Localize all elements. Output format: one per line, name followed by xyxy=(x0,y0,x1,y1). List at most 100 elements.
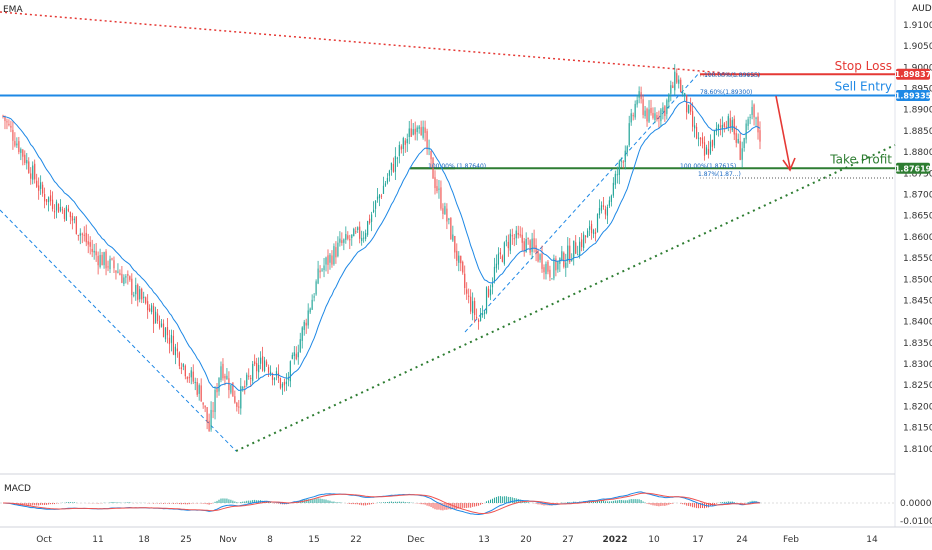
candle-body xyxy=(174,346,176,356)
fib-label: 100.00%(1.87615) xyxy=(680,163,736,170)
fibonacci-labels: 100.00% (1.87640) 100.00%(1.87615) 1.87%… xyxy=(428,72,760,178)
candle-body xyxy=(707,148,710,156)
candle-body xyxy=(448,218,450,220)
macd-indicator-label[interactable]: MACD xyxy=(4,484,31,494)
candle-body xyxy=(594,232,597,234)
candle-body xyxy=(214,389,216,413)
candle-body xyxy=(565,262,567,268)
candle-body xyxy=(4,116,6,121)
candle-body xyxy=(69,211,71,218)
candle-body xyxy=(585,235,587,238)
price-tick-label: 1.89000 xyxy=(903,106,932,116)
candle-body xyxy=(341,240,343,244)
candle-body xyxy=(121,273,123,283)
price-tick-label: 1.87000 xyxy=(903,190,932,200)
candle-body xyxy=(38,185,40,191)
candle-body xyxy=(567,245,569,262)
candle-body xyxy=(242,387,244,389)
candle-body xyxy=(751,106,753,115)
candle-body xyxy=(188,377,190,379)
candle-body xyxy=(367,221,369,235)
candle-body xyxy=(470,296,472,312)
candle-body xyxy=(648,109,650,122)
candle-body xyxy=(543,267,545,273)
candle-body xyxy=(444,206,446,215)
candle-body xyxy=(347,235,349,239)
candle-body xyxy=(71,215,73,221)
projection-arrow[interactable] xyxy=(775,95,791,169)
candle-body xyxy=(283,381,285,386)
candle-body xyxy=(450,218,452,240)
candle-body xyxy=(149,308,151,312)
candle-body xyxy=(454,235,456,253)
trendlines[interactable] xyxy=(0,11,896,452)
candle-body xyxy=(55,201,58,211)
price-tick-label: 1.87500 xyxy=(903,169,932,179)
candle-body xyxy=(479,313,482,321)
candle-body xyxy=(291,354,293,359)
candle-body xyxy=(321,269,323,271)
candle-body xyxy=(190,370,192,378)
macd-axis: 0.00000 -0.01000 xyxy=(900,499,932,527)
price-tick-label: 1.88000 xyxy=(903,148,932,158)
stop-loss-price-tag: 1.89837 xyxy=(895,68,931,80)
candle-body xyxy=(313,296,315,298)
candle-body xyxy=(749,116,751,118)
candle-body xyxy=(739,141,741,160)
candle-body xyxy=(374,200,377,209)
candle-body xyxy=(127,273,129,276)
candle-body xyxy=(240,386,242,409)
candle-body xyxy=(658,117,660,119)
candle-body xyxy=(487,288,490,298)
candle-body xyxy=(40,182,42,189)
candle-body xyxy=(561,251,563,260)
take-profit-label[interactable]: Take Profit xyxy=(829,152,892,166)
candle-body xyxy=(202,402,204,405)
price-tick-label: 1.91000 xyxy=(903,21,932,31)
candle-body xyxy=(446,208,448,222)
candle-body xyxy=(36,180,38,187)
candle-body xyxy=(61,209,64,211)
time-tick-label: 24 xyxy=(736,535,748,545)
candle-body xyxy=(372,209,375,213)
candle-body xyxy=(194,381,196,383)
candle-body xyxy=(105,251,107,269)
candle-body xyxy=(359,226,361,239)
candle-body xyxy=(489,289,492,296)
price-axis[interactable]: 1.91000 1.90500 1.90000 1.89500 1.89000 1.885… xyxy=(903,21,932,455)
candle-body xyxy=(345,234,347,240)
candle-body xyxy=(234,396,236,403)
sell-entry-label[interactable]: Sell Entry xyxy=(835,80,892,94)
candle-body xyxy=(216,388,218,393)
stop-loss-label[interactable]: Stop Loss xyxy=(835,59,892,73)
candle-body xyxy=(555,258,557,271)
svg-text:1.89837: 1.89837 xyxy=(895,70,931,79)
candle-body xyxy=(156,313,159,321)
price-levels[interactable] xyxy=(0,73,895,170)
time-tick-label: 11 xyxy=(92,535,103,545)
candle-body xyxy=(34,163,36,180)
candle-body xyxy=(674,71,676,91)
candle-body xyxy=(430,150,432,160)
candle-body xyxy=(263,360,266,371)
candle-body xyxy=(83,234,85,236)
candle-body xyxy=(460,255,462,264)
candle-body xyxy=(151,305,153,313)
candle-body xyxy=(569,245,571,263)
candle-body xyxy=(660,109,662,122)
candle-body xyxy=(636,99,638,105)
time-axis[interactable]: Oct 11 18 25 Nov 8 15 22 Dec 13 20 27 2022 10 17 24 Feb 1… xyxy=(36,535,878,545)
candle-body xyxy=(309,308,311,313)
time-tick-label: 27 xyxy=(562,535,573,545)
candle-body xyxy=(265,361,268,366)
macd-pane xyxy=(0,491,895,516)
candle-body xyxy=(396,157,398,159)
currency-label: AUD xyxy=(912,4,932,14)
time-tick-label: 13 xyxy=(478,535,489,545)
ema-indicator-label[interactable]: EMA xyxy=(3,5,23,15)
candle-body xyxy=(666,100,668,114)
candle-body xyxy=(277,372,280,379)
candle-body xyxy=(616,174,618,176)
candle-body xyxy=(204,405,206,408)
